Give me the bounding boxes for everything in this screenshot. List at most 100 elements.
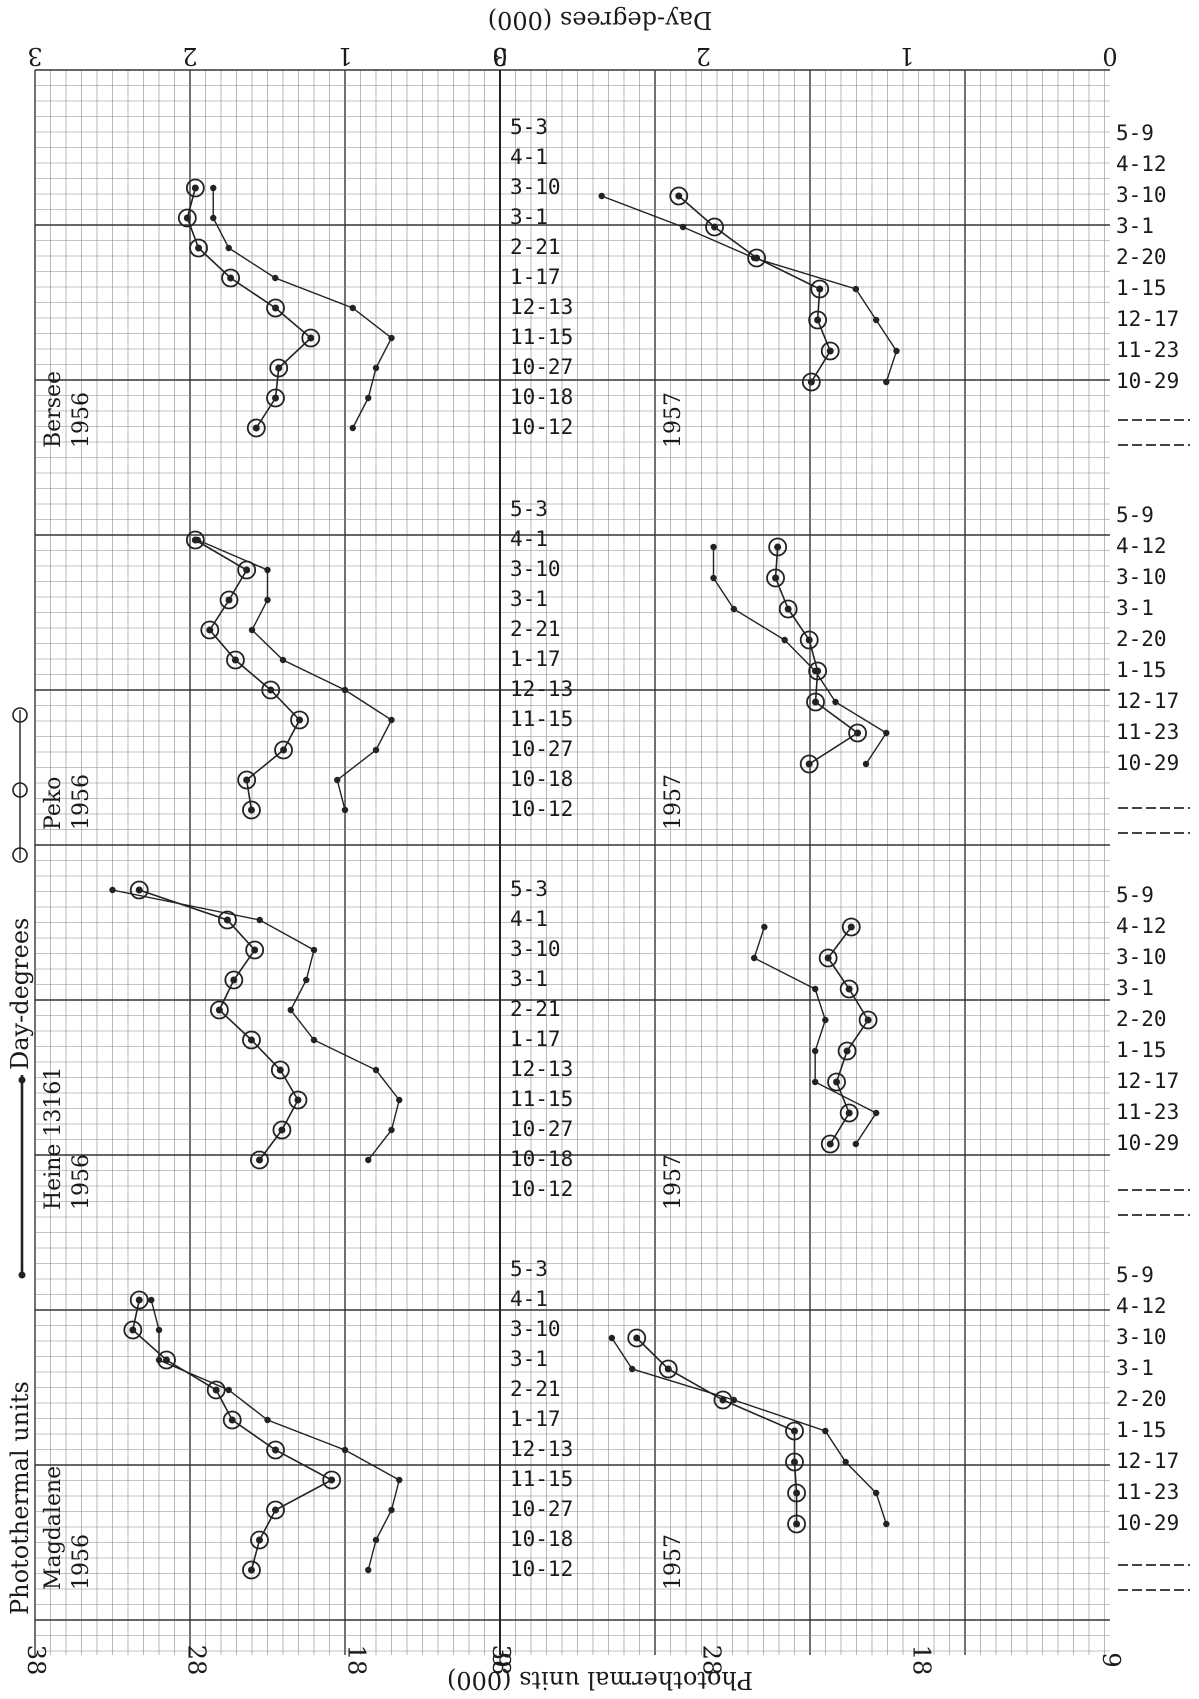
ptu-point-center [135,1296,143,1304]
dd-point [396,1476,403,1484]
bottom-tick-label: 28 [182,1645,210,1676]
ptu-point [837,1041,857,1061]
ptu-point [766,568,785,588]
ptu-point-center [814,667,822,675]
ptu-point-center [814,316,822,324]
date-label-1956: 10-27 [510,355,573,379]
dd-point [310,946,318,954]
ptu-point-center [864,1016,872,1024]
ptu-point-center [227,274,235,282]
top-tick-label: 2 [182,42,197,70]
dd-series-line [753,926,878,1145]
date-label-1957: 11-23 [1116,1100,1179,1124]
ptu-point-center [272,394,280,402]
ptu-point-center [845,985,853,993]
date-label-1957: 5-9 [1116,503,1154,527]
dd-point [883,1520,890,1528]
y-axis-title-extra: Day-degrees [6,918,34,1070]
dd-point [155,1326,163,1334]
dd-point [628,1365,636,1373]
ptu-point [778,599,798,619]
dd-point [341,806,349,814]
ptu-point-center [247,1036,255,1044]
ptu-point-center [272,1446,280,1454]
date-label-1956: 3-10 [510,1317,561,1341]
dd-point [832,698,839,706]
dd-point [822,1016,829,1024]
ptu-point [224,970,244,990]
dd-point [303,976,310,984]
year-label-1957: 1957 [661,392,686,448]
ptu-point [250,1150,269,1170]
date-label-1956: 1-17 [510,647,561,671]
ptu-point [787,1483,806,1503]
ptu-point-center [774,543,782,551]
ptu-point-center [225,596,233,604]
ptu-point [799,630,819,650]
dd-point [148,1296,155,1304]
ptu-series-line [186,187,312,429]
ptu-point [209,1000,229,1020]
ptu-point [200,620,220,640]
ptu-point [129,880,149,900]
top-axis: Day-degrees (000) 3 2 1 03 2 1 0 [27,6,1117,70]
ptu-point-center [135,886,143,894]
date-label-1957: 2-20 [1116,245,1167,269]
date-label-1956: 12-13 [510,1437,573,1461]
ptu-point [839,979,859,999]
top-tick-label: 2 [696,42,711,70]
date-label-1957: 5-9 [1116,1263,1154,1287]
date-label-1957: 3-10 [1116,565,1167,589]
ptu-point-center [228,1416,236,1424]
date-label-1957: 5-9 [1116,121,1154,145]
ptu-point [226,650,245,670]
ptu-point-center [772,574,780,582]
ptu-point-center [719,1396,727,1404]
ptu-point [266,1440,285,1460]
ptu-point-center [278,1126,286,1134]
dd-point [109,886,116,894]
ptu-point [266,388,285,408]
ptu-series-line [131,1299,334,1571]
date-label-1957: 12-17 [1116,1069,1179,1093]
bottom-tick-label: 18 [908,1645,936,1676]
ptu-point [827,1072,846,1092]
ptu-point [270,1060,290,1080]
date-label-1956: 5-3 [510,497,548,521]
ptu-point-center [328,1476,336,1484]
date-label-1957: 10-29 [1116,1511,1179,1535]
date-label-1956: 11-15 [510,707,573,731]
top-tick-label: 3 [27,42,42,70]
date-label-1956: 4-1 [510,145,548,169]
ptu-point [785,1421,804,1441]
ptu-point [237,560,257,580]
dd-point [365,1156,372,1164]
ptu-point-center [845,1109,853,1117]
ptu-point-center [826,347,834,355]
ptu-series-line [138,889,299,1161]
bottom-tick-label: 9 [487,1652,515,1667]
dd-point [388,334,395,342]
date-label-1956: 1-17 [510,1407,561,1431]
ptu-point [787,1514,806,1534]
ptu-point [768,537,788,557]
ptu-point [185,178,205,198]
ptu-point-center [843,1047,851,1055]
ptu-point-center [162,1356,170,1364]
ptu-point-center [296,716,304,724]
dd-point [730,1396,738,1404]
ptu-point-center [247,806,255,814]
ptu-point [818,948,838,968]
ptu-point-center [272,304,280,312]
dd-point [883,378,890,386]
dd-point [862,760,870,768]
ptu-point [848,723,867,743]
ptu-point-center [847,923,855,931]
variety-label: Heine 13161 [41,1067,66,1210]
ptu-point-center [276,1066,284,1074]
dd-point [372,746,380,754]
dd-point [781,636,788,644]
date-label-1957: 4-12 [1116,914,1167,938]
date-label-1956: 11-15 [510,1087,573,1111]
date-label-1956: 10-18 [510,1527,573,1551]
